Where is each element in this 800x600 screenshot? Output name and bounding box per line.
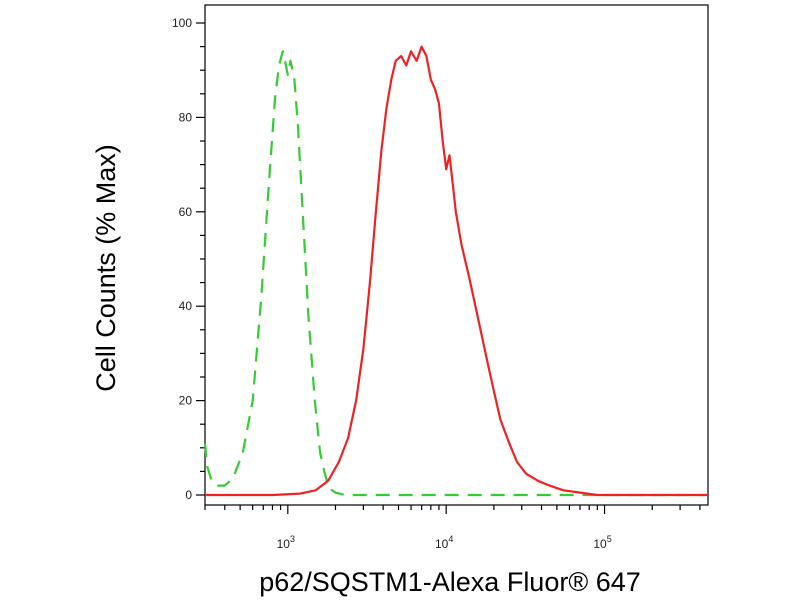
isotype-control-line — [203, 50, 708, 497]
y-axis-title: Cell Counts (% Max) — [91, 144, 121, 392]
y-tick-label: 40 — [179, 299, 193, 313]
y-tick-label: 100 — [172, 16, 192, 30]
histogram-series — [203, 45, 708, 497]
y-tick-label: 20 — [179, 394, 193, 408]
sample-line — [205, 45, 708, 497]
x-axis-ticks: 103 104 105 — [204, 505, 701, 551]
y-tick-label: 80 — [179, 110, 193, 124]
x-tick-label: 105 — [593, 534, 611, 551]
y-tick-label: 60 — [179, 205, 193, 219]
y-axis-ticks: 0 20 40 60 80 100 — [172, 16, 205, 502]
plot-frame — [204, 4, 709, 506]
y-tick-label: 0 — [185, 488, 192, 502]
x-tick-label: 103 — [277, 534, 295, 551]
x-tick-label: 104 — [435, 534, 453, 551]
x-axis-title-text: p62/SQSTM1-Alexa Fluor® 647 — [259, 567, 641, 597]
x-axis-title: p62/SQSTM1-Alexa Fluor® 647 — [259, 567, 641, 597]
